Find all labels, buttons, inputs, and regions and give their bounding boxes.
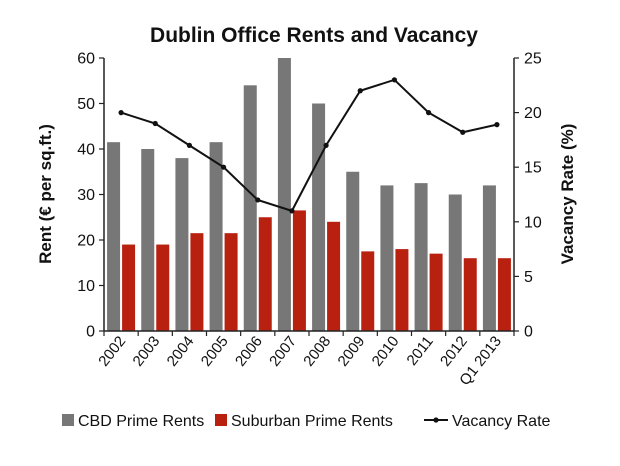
vacancy-rate-point [220,164,227,170]
bar-cbd [107,142,121,331]
x-tick-label: 2012 [437,333,471,370]
x-tick-label: 2008 [300,333,334,370]
x-tick-label: 2006 [232,333,266,370]
bar-cbd [414,183,428,331]
bar-cbd [482,185,496,331]
bar-cbd [243,85,257,331]
y2-tick-label: 20 [524,105,542,122]
y-tick-label: 20 [77,233,95,250]
vacancy-rate-point [289,208,295,214]
y2-tick-label: 0 [524,324,533,341]
y-tick-label: 40 [77,142,95,159]
legend-label-suburban: Suburban Prime Rents [231,413,393,430]
vacancy-rate-point [186,142,193,148]
y-tick-label: 60 [77,51,95,68]
legend: CBD Prime Rents Suburban Prime Rents Vacan… [62,413,551,430]
bar-cbd [346,171,360,331]
legend-marker-vacancy [433,417,439,423]
bar-cbd [448,194,462,331]
vacancy-rate-point [152,120,158,127]
legend-swatch-cbd [62,414,74,426]
y-axis-title: Rent (€ per sq.ft.) [36,124,55,264]
x-tick-label: 2005 [198,333,232,370]
bar-suburban [395,249,409,331]
bar-suburban [224,233,238,331]
legend-label-cbd: CBD Prime Rents [78,413,204,430]
bar-cbd [141,149,155,331]
bar-suburban [292,210,306,331]
bar-suburban [258,217,272,331]
y2-axis-title: Vacancy Rate (%) [558,124,577,265]
bar-cbd [380,185,394,331]
x-tick-label: 2004 [164,333,198,370]
x-tick-label: 2009 [334,333,368,370]
legend-label-vacancy: Vacancy Rate [452,413,551,430]
bar-suburban [463,258,477,331]
y2-tick-label: 10 [524,214,542,231]
legend-swatch-suburban [215,414,227,426]
x-tick-label: 2007 [266,333,300,370]
bar-suburban [122,244,136,331]
x-tick-label: 2002 [95,333,129,370]
y-tick-label: 50 [77,96,95,113]
bar-suburban [361,251,375,331]
y2-tick-label: 5 [524,269,533,286]
bar-suburban [156,244,170,331]
vacancy-rate-point [425,110,432,116]
bar-cbd [209,142,223,331]
vacancy-rate-point [255,197,261,203]
vacancy-rate-point [323,142,329,148]
vacancy-rate-point [357,88,363,94]
bar-suburban [327,221,341,331]
x-tick-label: 2003 [129,333,163,370]
vacancy-rate-point [391,77,398,83]
vacancy-rate-point [460,129,466,135]
chart-title: Dublin Office Rents and Vacancy [150,24,478,47]
bar-suburban [190,233,204,331]
x-tick-label: 2010 [369,333,403,370]
y-tick-label: 0 [86,324,95,341]
y-tick-label: 10 [77,278,95,295]
bar-cbd [277,58,291,331]
x-tick-label: 2011 [403,333,436,369]
bar-cbd [175,158,189,331]
y2-tick-label: 25 [524,51,542,68]
vacancy-rate-line [120,78,498,213]
bar-cbd [312,103,326,331]
bar-suburban [497,258,511,331]
y2-tick-label: 15 [524,160,542,177]
bar-suburban [429,253,443,331]
vacancy-rate-point [118,110,124,116]
y-tick-label: 30 [77,187,95,204]
vacancy-rate-point [494,122,500,128]
